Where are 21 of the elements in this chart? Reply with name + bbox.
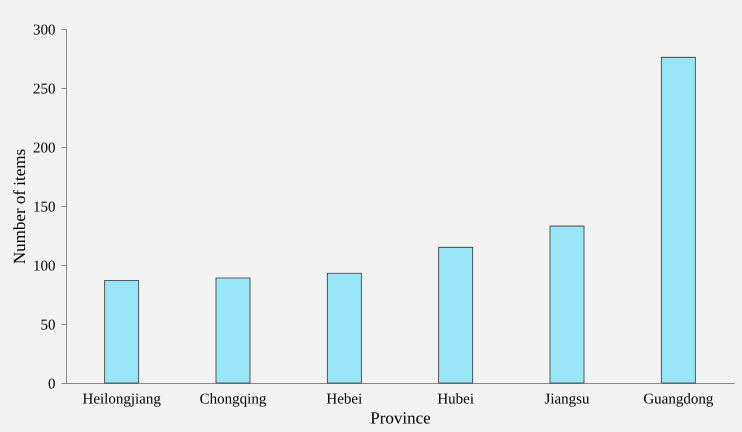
- y-tick-label: 50: [40, 318, 56, 334]
- y-tick-label: 250: [33, 82, 56, 98]
- bar: [216, 278, 250, 384]
- bar: [326, 272, 362, 384]
- x-axis-title: Province: [370, 408, 431, 428]
- x-tick-label: Guangdong: [643, 392, 714, 408]
- bar: [660, 56, 696, 384]
- y-tick-label: 100: [33, 258, 56, 274]
- y-tick-label: 150: [33, 200, 56, 216]
- x-tick-label: Hebei: [326, 392, 362, 408]
- bar: [104, 280, 140, 384]
- y-tick-label: 300: [33, 22, 56, 38]
- bar: [438, 246, 474, 384]
- x-tick-label: Chongqing: [200, 392, 267, 408]
- x-tick-label: Heilongjiang: [82, 392, 162, 408]
- bar: [550, 226, 584, 384]
- y-tick-label: 200: [33, 140, 56, 156]
- x-tick-label: Hubei: [437, 392, 474, 408]
- y-axis-title: Number of items: [10, 148, 29, 264]
- y-tick-label: 0: [48, 376, 56, 392]
- x-tick-label: Jiangsu: [544, 392, 590, 408]
